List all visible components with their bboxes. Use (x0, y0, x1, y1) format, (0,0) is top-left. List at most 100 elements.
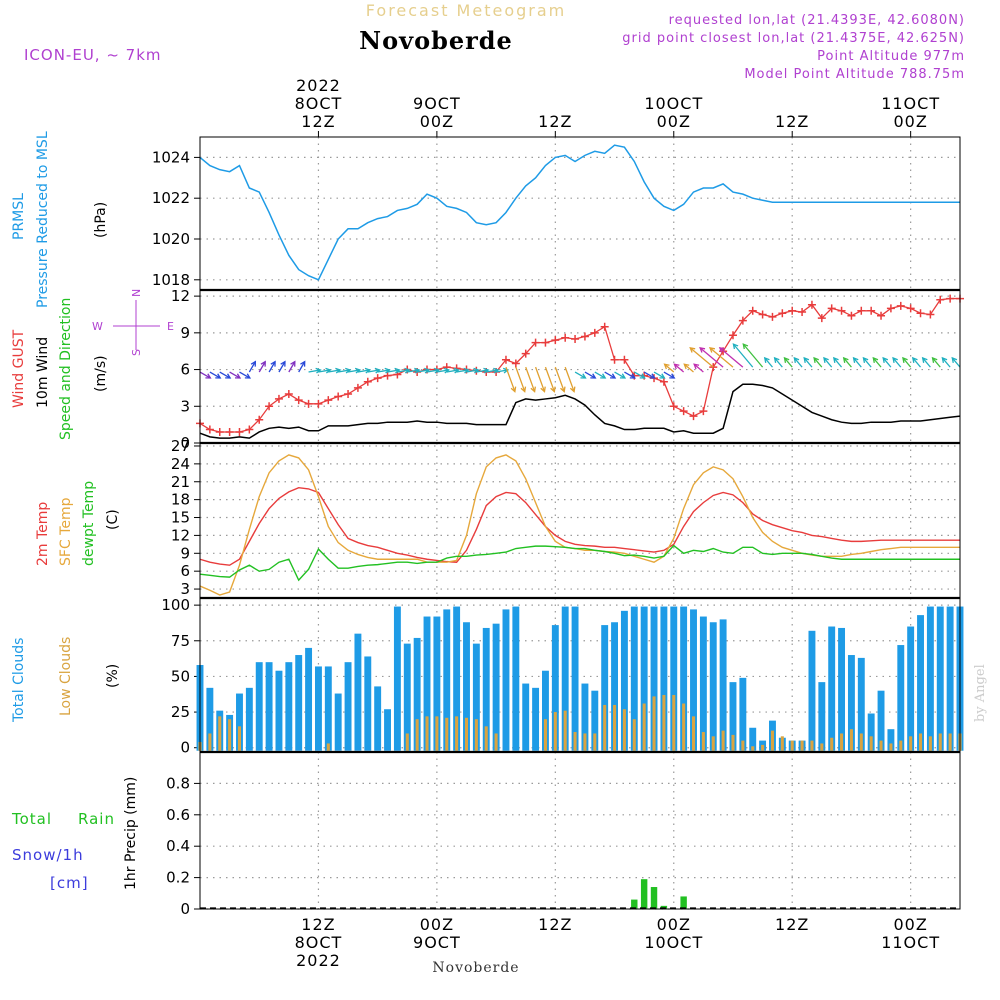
wind-arrow-head (872, 356, 879, 363)
gust-point (215, 427, 224, 436)
total-cloud-bar (453, 606, 461, 751)
wind-arrow-head (493, 367, 500, 374)
total-cloud-bar (374, 686, 382, 751)
wind-arrow-head (902, 356, 908, 363)
low-cloud-bar (494, 733, 498, 751)
wind-arrow-head (892, 356, 898, 363)
wind-arrow (922, 357, 931, 368)
y-tick-label: 25 (171, 703, 190, 721)
clouds-total-label: Total Clouds (11, 638, 27, 723)
wind-arrow (505, 366, 516, 392)
wind-arrow (783, 357, 793, 368)
wind-arrow (318, 369, 331, 373)
total-cloud-bar (946, 606, 954, 751)
wind-arrow (614, 371, 626, 379)
series-prmsl (199, 144, 960, 281)
wind-arrow-head (842, 356, 849, 363)
wind-arrow-head (270, 360, 276, 367)
wind-arrow (199, 371, 211, 379)
y-tick-label: 100 (161, 596, 190, 614)
bottom-time-label: 10OCT (644, 933, 703, 952)
wind-arrow-head (433, 367, 441, 374)
total-cloud-bar (857, 657, 865, 751)
gust-point (689, 412, 698, 421)
wind-arrow (328, 369, 341, 373)
gust-point (916, 309, 925, 318)
wind-arrow-head (659, 373, 666, 379)
wind-arrow-head (669, 373, 676, 379)
wind-arrow (338, 369, 351, 373)
top-time-label: 2022 (296, 76, 341, 95)
gust-point (748, 306, 757, 315)
total-cloud-bar (305, 647, 313, 751)
point-altitude: Point Altitude 977m (817, 49, 965, 64)
gust-point (225, 427, 234, 436)
wind-arrow-head (732, 343, 739, 350)
low-cloud-bar (484, 726, 488, 751)
gust-point (896, 301, 905, 310)
low-cloud-bar (780, 736, 784, 751)
wind-arrow (689, 347, 714, 368)
precip-cm-label: [cm] (50, 874, 89, 892)
low-cloud-bar (474, 719, 478, 751)
low-cloud-bar (622, 709, 626, 751)
wind-arrow-head (693, 363, 700, 370)
y-tick-label: 27 (171, 437, 190, 455)
wind-arrow (436, 369, 449, 373)
wind-arrow (456, 369, 469, 373)
low-cloud-bar (741, 740, 745, 751)
total-cloud-bar (818, 682, 826, 751)
clouds-low-label: Low Clouds (58, 637, 74, 716)
gust-point (304, 399, 313, 408)
low-cloud-bar (721, 730, 725, 751)
temp-unit: (C) (105, 509, 121, 530)
low-cloud-bar (731, 734, 735, 751)
wind-arrow (377, 369, 390, 373)
gust-point (531, 338, 540, 347)
wind-arrow (258, 361, 266, 373)
low-cloud-bar (425, 716, 429, 751)
total-cloud-bar (542, 670, 549, 751)
wind-arrow-head (345, 367, 352, 374)
total-cloud-bar (384, 709, 391, 751)
low-cloud-bar (859, 733, 863, 751)
low-cloud-bar (603, 704, 607, 751)
bottom-time-label: 12Z (775, 915, 809, 934)
total-cloud-bar (887, 729, 895, 751)
bottom-time-label: 12Z (538, 915, 572, 934)
wind-arrow-head (911, 356, 918, 363)
gust-point (906, 304, 915, 313)
total-cloud-bar (571, 606, 579, 751)
total-cloud-bar (877, 690, 885, 751)
y-tick-label: 0 (180, 434, 190, 452)
total-cloud-bar (324, 666, 332, 751)
wind-arrow-head (921, 356, 928, 363)
low-cloud-bar (790, 740, 794, 751)
total-cloud-bar (285, 662, 293, 751)
total-cloud-bar (512, 606, 520, 751)
total-cloud-bar (463, 622, 470, 751)
total-cloud-bar (393, 606, 401, 751)
low-cloud-bar (691, 716, 696, 751)
wind-gust-label: Wind GUST (11, 329, 27, 408)
wind-arrow (407, 369, 420, 373)
total-cloud-bar (709, 622, 717, 751)
wind-arrow-head (813, 356, 819, 363)
low-cloud-bar (711, 736, 715, 751)
wind-arrow (544, 366, 555, 392)
total-cloud-bar (601, 625, 609, 751)
wind-arrow (882, 357, 892, 368)
wind-arrow (643, 371, 655, 379)
total-cloud-bar (847, 655, 855, 751)
total-cloud-bar (423, 616, 431, 751)
low-cloud-bar (583, 733, 587, 751)
gust-point (235, 427, 244, 436)
total-cloud-bar (275, 670, 283, 751)
low-cloud-bar (405, 733, 409, 751)
total-cloud-bar (936, 606, 944, 751)
wind-arrow (298, 361, 306, 373)
gust-point (788, 306, 797, 315)
total-cloud-bar (532, 687, 540, 751)
total-cloud-bar (443, 609, 451, 751)
total-cloud-bar (403, 643, 411, 751)
